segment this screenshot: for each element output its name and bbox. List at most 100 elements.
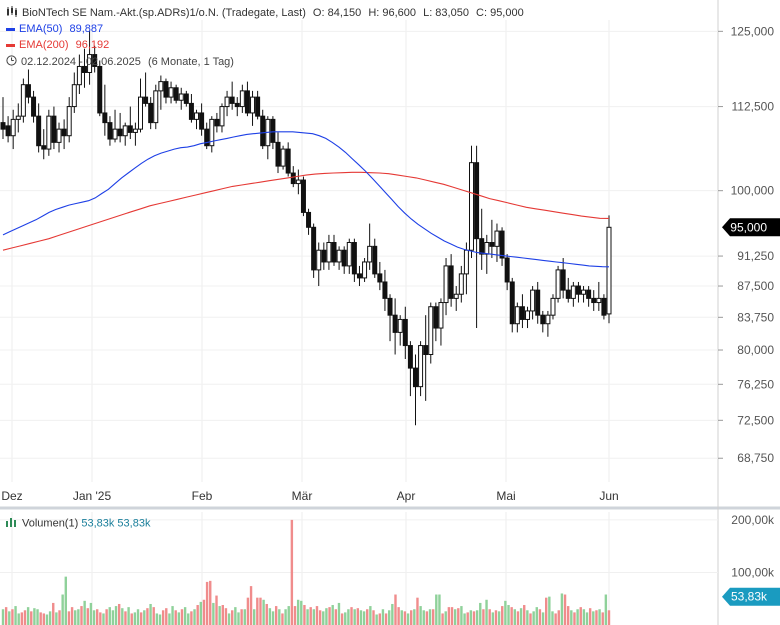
candle-body [606,226,612,315]
candle-body [392,314,398,333]
candle [601,294,607,320]
candle-body [163,81,169,98]
candle [407,341,413,397]
date-range-text: 02.12.2024 - 02.06.2025 [21,55,141,68]
candle-body [0,122,6,130]
volume-bar [133,612,137,625]
volume-bar [284,609,287,625]
candle-body [117,128,123,137]
volume-bar [52,602,55,625]
volume-bar [548,596,551,625]
candle [306,208,312,235]
volume-bar [453,609,457,625]
candle-body [448,265,454,299]
last-price-badge: 95,000 [722,218,780,237]
volume-bar [428,609,432,625]
x-tick-label: Feb [192,489,213,503]
candle [494,223,500,262]
candle [76,54,82,94]
candle [260,109,266,150]
candle [173,84,179,104]
volume-legend[interactable]: Volumen(1) 53,83k 53,83k [6,517,150,530]
volume-bar [55,612,58,625]
candle-body [36,115,42,147]
volume-bar [519,608,523,625]
candle-body [407,345,413,369]
candle-body [402,318,408,347]
volume-bar [130,613,133,625]
volume-bar [227,613,231,625]
candle-body [458,273,464,295]
candle [275,132,281,174]
candle [448,254,454,307]
candle [300,176,306,217]
last-price-label: 95,000 [730,220,767,234]
volume-bar [205,581,209,625]
ema50-legend[interactable]: EMA(50) 89,887 [6,23,107,35]
volume-bar [350,607,353,625]
candle-body [107,122,113,140]
candle [412,354,418,426]
volume-label: Volumen(1) [22,517,79,530]
candle-body [112,128,118,140]
volume-bar [303,605,306,625]
last-price-badge-bg [722,218,780,237]
volume-bar [149,603,152,625]
candle-body [76,65,82,86]
volume-bar [381,609,385,625]
volume-bar [435,594,438,625]
candle-body [143,96,149,104]
candle [565,277,571,303]
volume-bar [287,606,290,625]
volume-bar [77,609,80,625]
volume-bar [466,612,469,625]
volume-bar [582,609,586,625]
candle [219,103,225,133]
candle [199,103,205,136]
candle-body [479,238,485,255]
volume-bar [450,607,454,625]
date-range[interactable]: 02.12.2024 - 02.06.2025 (6 Monate, 1 Tag… [6,55,238,69]
volume-bar [588,608,592,625]
candle [479,208,485,270]
x-tick-label: Mär [292,489,313,503]
volume-bar [143,610,146,625]
volume-bar [403,611,407,625]
candle [586,286,592,307]
volume-bar [300,600,303,625]
candle-body [41,145,47,150]
candle-body [550,297,556,316]
volume-value-2: 53,83k [117,517,151,530]
candle-body [494,230,500,247]
candle-body [306,211,312,228]
candle-body [214,118,220,127]
volume-bar [70,607,74,625]
candle-body [509,281,515,325]
candle-body [188,102,194,120]
candle-body [229,96,235,104]
candle-body [387,297,393,316]
volume-bar [529,613,532,625]
candle [469,145,475,259]
volume-bar [252,609,256,625]
ema200-legend[interactable]: EMA(200) 96,192 [6,39,113,51]
candle-body [601,297,607,316]
high-value: H: 96,600 [368,6,417,19]
candle [188,93,194,123]
candle [428,302,434,364]
candle-body [428,306,434,355]
volume-bar [318,610,322,625]
candle [25,69,31,104]
candle [560,258,566,299]
candle-body [234,102,240,108]
candle-body [20,84,26,117]
candle [102,84,108,136]
volume-bar [359,610,363,625]
volume-bar [344,612,347,625]
volume-bar [545,597,548,625]
volume-bar [356,608,360,625]
candle [331,234,337,266]
candle [285,142,291,177]
candle [382,269,388,311]
volume-bar [61,594,64,625]
